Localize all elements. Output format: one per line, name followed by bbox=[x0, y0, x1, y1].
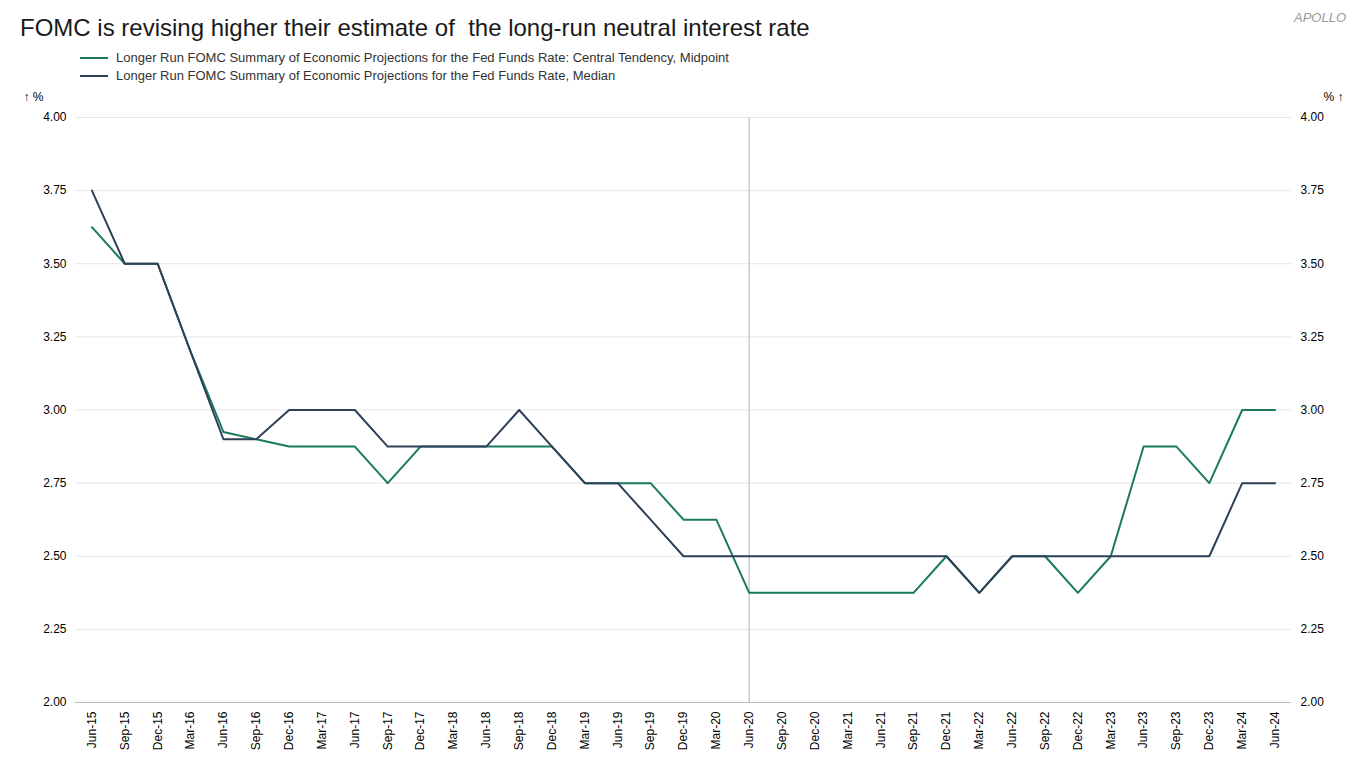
svg-text:Jun-15: Jun-15 bbox=[85, 711, 99, 748]
svg-text:3.00: 3.00 bbox=[1301, 403, 1325, 417]
svg-text:Jun-16: Jun-16 bbox=[216, 711, 230, 748]
svg-text:Sep-21: Sep-21 bbox=[906, 711, 920, 750]
svg-text:3.50: 3.50 bbox=[1301, 257, 1325, 271]
svg-text:Sep-16: Sep-16 bbox=[249, 711, 263, 750]
svg-text:3.75: 3.75 bbox=[43, 183, 67, 197]
svg-text:Mar-20: Mar-20 bbox=[709, 711, 723, 749]
svg-text:2.25: 2.25 bbox=[1301, 622, 1325, 636]
svg-text:Dec-17: Dec-17 bbox=[413, 711, 427, 750]
svg-text:2.50: 2.50 bbox=[1301, 549, 1325, 563]
svg-text:2.75: 2.75 bbox=[43, 476, 67, 490]
svg-text:Sep-22: Sep-22 bbox=[1038, 711, 1052, 750]
svg-text:2.25: 2.25 bbox=[43, 622, 67, 636]
html-text:FOMC is revising higher their: FOMC is revising higher their estimate o… bbox=[20, 14, 810, 41]
svg-text:Jun-22: Jun-22 bbox=[1005, 711, 1019, 748]
svg-text:Sep-23: Sep-23 bbox=[1169, 711, 1183, 750]
svg-text:Mar-24: Mar-24 bbox=[1235, 711, 1249, 749]
svg-text:Sep-20: Sep-20 bbox=[775, 711, 789, 750]
svg-text:↑ %: ↑ % bbox=[24, 90, 44, 104]
svg-text:2.50: 2.50 bbox=[43, 549, 67, 563]
html-text:Longer Run FOMC Summary of Eco: Longer Run FOMC Summary of Economic Proj… bbox=[116, 68, 616, 83]
svg-text:2.75: 2.75 bbox=[1301, 476, 1325, 490]
svg-text:Jun-20: Jun-20 bbox=[742, 711, 756, 748]
svg-text:Dec-22: Dec-22 bbox=[1071, 711, 1085, 750]
svg-text:3.75: 3.75 bbox=[1301, 183, 1325, 197]
svg-text:Sep-15: Sep-15 bbox=[118, 711, 132, 750]
svg-text:Mar-19: Mar-19 bbox=[578, 711, 592, 749]
svg-text:% ↑: % ↑ bbox=[1323, 90, 1343, 104]
html-text:Longer Run FOMC Summary of Eco: Longer Run FOMC Summary of Economic Proj… bbox=[116, 50, 729, 65]
svg-text:Dec-15: Dec-15 bbox=[151, 711, 165, 750]
svg-text:3.25: 3.25 bbox=[43, 330, 67, 344]
svg-text:Dec-21: Dec-21 bbox=[939, 711, 953, 750]
svg-text:3.25: 3.25 bbox=[1301, 330, 1325, 344]
svg-text:Sep-19: Sep-19 bbox=[643, 711, 657, 750]
svg-text:Mar-16: Mar-16 bbox=[183, 711, 197, 749]
svg-text:Mar-23: Mar-23 bbox=[1104, 711, 1118, 749]
svg-text:Sep-17: Sep-17 bbox=[381, 711, 395, 750]
svg-text:Dec-18: Dec-18 bbox=[545, 711, 559, 750]
html-text:APOLLO: APOLLO bbox=[1294, 10, 1346, 25]
svg-text:Dec-23: Dec-23 bbox=[1202, 711, 1216, 750]
svg-text:Mar-18: Mar-18 bbox=[446, 711, 460, 749]
svg-text:Jun-24: Jun-24 bbox=[1268, 711, 1282, 748]
svg-text:2.00: 2.00 bbox=[43, 695, 67, 709]
svg-text:4.00: 4.00 bbox=[43, 110, 67, 124]
svg-text:Dec-16: Dec-16 bbox=[282, 711, 296, 750]
svg-text:Jun-19: Jun-19 bbox=[611, 711, 625, 748]
svg-text:Mar-21: Mar-21 bbox=[841, 711, 855, 749]
svg-text:Jun-17: Jun-17 bbox=[348, 711, 362, 748]
svg-text:Jun-21: Jun-21 bbox=[874, 711, 888, 748]
svg-text:Dec-19: Dec-19 bbox=[676, 711, 690, 750]
svg-text:2.00: 2.00 bbox=[1301, 695, 1325, 709]
svg-text:Mar-17: Mar-17 bbox=[315, 711, 329, 749]
svg-text:Sep-18: Sep-18 bbox=[512, 711, 526, 750]
svg-text:Mar-22: Mar-22 bbox=[972, 711, 986, 749]
svg-text:Jun-23: Jun-23 bbox=[1136, 711, 1150, 748]
svg-text:Jun-18: Jun-18 bbox=[479, 711, 493, 748]
svg-text:3.50: 3.50 bbox=[43, 257, 67, 271]
svg-text:Dec-20: Dec-20 bbox=[808, 711, 822, 750]
svg-text:4.00: 4.00 bbox=[1301, 110, 1325, 124]
svg-text:3.00: 3.00 bbox=[43, 403, 67, 417]
